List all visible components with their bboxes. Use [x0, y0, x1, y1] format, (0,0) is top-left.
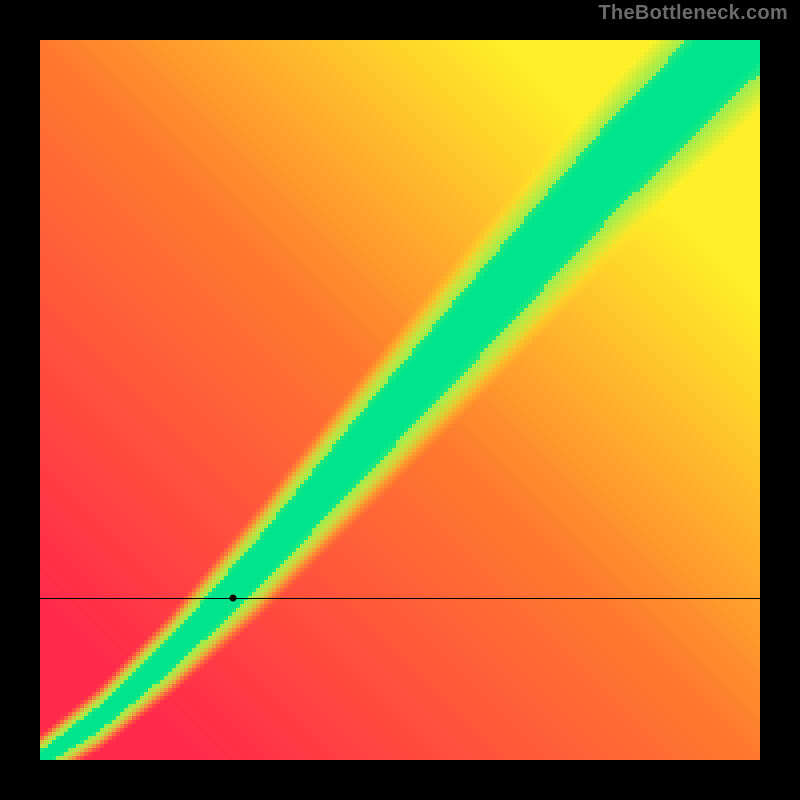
crosshair-dot	[229, 595, 236, 602]
crosshair-horizontal	[40, 598, 760, 599]
crosshair-vertical	[233, 760, 234, 800]
watermark-text: TheBottleneck.com	[598, 2, 788, 25]
stage: TheBottleneck.com	[0, 0, 800, 800]
plot-area	[40, 40, 760, 760]
bottleneck-heatmap	[40, 40, 760, 760]
